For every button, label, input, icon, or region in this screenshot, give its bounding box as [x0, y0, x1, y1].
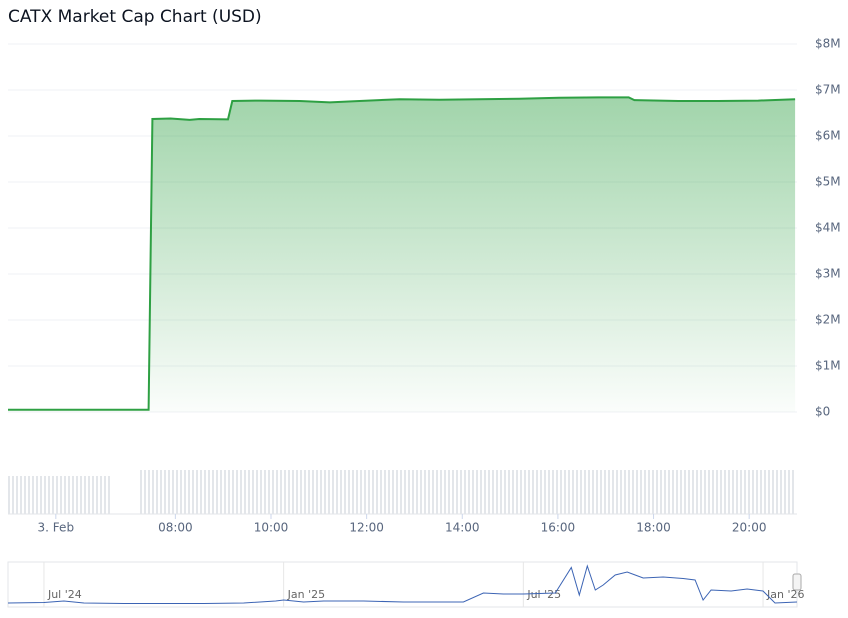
y-tick-label: $6M [815, 129, 841, 143]
x-tick-label: 18:00 [636, 521, 671, 535]
volume-strip [138, 470, 794, 514]
volume-strip [8, 476, 112, 514]
y-tick-label: $2M [815, 313, 841, 327]
x-tick-label: 14:00 [445, 521, 480, 535]
area-fill [8, 97, 796, 413]
y-tick-label: $0 [815, 405, 830, 419]
navigator-frame [7, 561, 798, 608]
x-tick-label: 3. Feb [38, 521, 75, 535]
x-tick-label: 20:00 [732, 521, 767, 535]
y-tick-label: $4M [815, 221, 841, 235]
x-tick-label: 08:00 [158, 521, 193, 535]
navigator-line [7, 564, 798, 604]
area-line [8, 96, 796, 411]
y-tick-label: $8M [815, 37, 841, 51]
navigator-tick-label: Jan '25 [287, 588, 325, 601]
x-tick-label: 10:00 [254, 521, 289, 535]
navigator-tick-label: Jan '26 [766, 588, 804, 601]
y-tick-label: $7M [815, 83, 841, 97]
navigator-handle[interactable] [792, 573, 802, 591]
navigator-tick-label: Jul '25 [526, 588, 561, 601]
chart-title: CATX Market Cap Chart (USD) [8, 7, 262, 27]
x-tick-label: 16:00 [541, 521, 576, 535]
navigator-tick-label: Jul '24 [47, 588, 82, 601]
y-tick-label: $5M [815, 175, 841, 189]
y-tick-label: $1M [815, 359, 841, 373]
x-tick-label: 12:00 [349, 521, 384, 535]
y-tick-label: $3M [815, 267, 841, 281]
